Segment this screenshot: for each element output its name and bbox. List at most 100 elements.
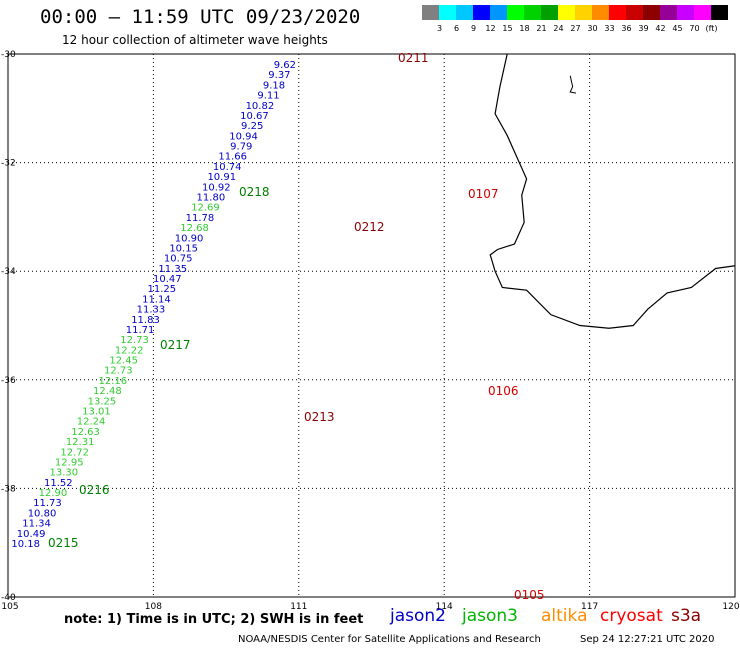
coastline	[489, 53, 736, 329]
track-value: 11.66	[218, 152, 247, 163]
track-value: 10.74	[213, 162, 242, 173]
legend-label: 18	[519, 24, 530, 33]
legend-swatch	[422, 5, 439, 20]
legend-label: 27	[570, 24, 581, 33]
pass-label: 0106	[488, 384, 519, 398]
pass-label: 0216	[79, 483, 110, 497]
track-value: 10.90	[175, 233, 204, 244]
track-value: 9.18	[263, 80, 285, 91]
track-value: 9.79	[230, 142, 252, 153]
track-value: 12.45	[109, 356, 138, 367]
satellite-cryosat: cryosat	[600, 606, 663, 626]
satellite-altika: altika	[541, 606, 588, 626]
track-value: 10.75	[164, 254, 193, 265]
track-value: 12.31	[66, 437, 95, 448]
pass-label: 0218	[239, 185, 270, 199]
credit-line: NOAA/NESDIS Center for Satellite Applica…	[238, 634, 541, 645]
pass-label: 0107	[468, 187, 499, 201]
footer-note: note: 1) Time is in UTC; 2) SWH is in fe…	[64, 612, 364, 627]
track-value: 11.35	[158, 264, 187, 275]
coast-feature	[569, 75, 577, 94]
track-value: 11.78	[186, 213, 215, 224]
track-value: 12.63	[71, 427, 100, 438]
track-value: 12.16	[99, 376, 128, 387]
track-value: 11.73	[33, 498, 62, 509]
lat-tick-label: -32	[1, 159, 16, 169]
legend-swatch	[456, 5, 473, 20]
track-value: 11.80	[197, 192, 226, 203]
legend-label: 70	[689, 24, 700, 33]
lon-tick-label: 105	[1, 602, 18, 612]
legend-swatch	[558, 5, 575, 20]
track-value: 10.91	[207, 172, 236, 183]
track-value: 13.30	[49, 468, 78, 479]
track-value: 12.68	[180, 223, 209, 234]
track-value: 10.94	[229, 131, 258, 142]
track-value: 10.18	[11, 539, 40, 550]
satellite-jason3: jason3	[462, 606, 518, 626]
track-value: 10.92	[202, 182, 231, 193]
satellite-jason2: jason2	[390, 606, 446, 626]
legend-swatch	[592, 5, 609, 20]
track-value: 12.72	[60, 447, 89, 458]
legend-swatch	[473, 5, 490, 20]
pass-label: 0105	[514, 588, 545, 602]
map-subtitle: 12 hour collection of altimeter wave hei…	[62, 33, 328, 47]
legend-swatch	[677, 5, 694, 20]
legend-swatch	[660, 5, 677, 20]
legend-swatch	[575, 5, 592, 20]
legend-swatch	[439, 5, 456, 20]
legend-swatch	[541, 5, 558, 20]
track-value: 11.52	[44, 478, 73, 489]
track-value: 11.25	[148, 284, 177, 295]
legend-label: 6	[453, 24, 460, 33]
pass-label: 0211	[398, 51, 429, 65]
lon-tick-label: 114	[436, 602, 453, 612]
track-value: 10.67	[240, 111, 269, 122]
track-value: 12.73	[120, 335, 149, 346]
lon-tick-label: 117	[581, 602, 598, 612]
legend-label: 9	[470, 24, 477, 33]
legend-swatch	[694, 5, 711, 20]
track-value: 10.15	[169, 243, 198, 254]
pass-label: 0215	[48, 536, 79, 550]
legend-swatch	[626, 5, 643, 20]
track-value: 10.47	[153, 274, 182, 285]
track-value: 11.34	[22, 519, 51, 530]
legend-label: 3	[436, 24, 443, 33]
legend-label: 45	[672, 24, 683, 33]
track-value: 12.69	[191, 203, 220, 214]
pass-label: 0217	[160, 338, 191, 352]
legend-swatch	[524, 5, 541, 20]
legend-swatch	[643, 5, 660, 20]
track-value: 9.25	[241, 121, 263, 132]
lat-tick-label: -30	[1, 50, 16, 60]
lat-tick-label: -38	[1, 484, 16, 494]
track-value: 10.49	[17, 529, 46, 540]
track-value: 10.80	[28, 508, 57, 519]
legend-label: 30	[587, 24, 598, 33]
track-value: 12.22	[115, 345, 144, 356]
track-value: 12.95	[55, 457, 84, 468]
pass-label: 0212	[354, 220, 385, 234]
legend-label: (ft)	[705, 24, 718, 33]
lon-tick-label: 111	[290, 602, 307, 612]
track-value: 12.48	[93, 386, 122, 397]
track-value: 12.73	[104, 366, 133, 377]
legend-label: 33	[604, 24, 615, 33]
track-value: 9.37	[268, 70, 290, 81]
legend-label: 39	[638, 24, 649, 33]
track-value: 13.25	[88, 396, 117, 407]
legend-label: 12	[485, 24, 496, 33]
legend-swatch	[490, 5, 507, 20]
legend-label: 21	[536, 24, 547, 33]
lat-tick-label: -34	[1, 267, 16, 277]
legend-label: 42	[655, 24, 666, 33]
legend-label: 36	[621, 24, 632, 33]
track-value: 11.71	[126, 325, 155, 336]
lon-tick-label: 108	[145, 602, 162, 612]
track-value: 11.33	[137, 305, 166, 316]
pass-label: 0213	[304, 410, 335, 424]
map-frame	[7, 53, 736, 598]
